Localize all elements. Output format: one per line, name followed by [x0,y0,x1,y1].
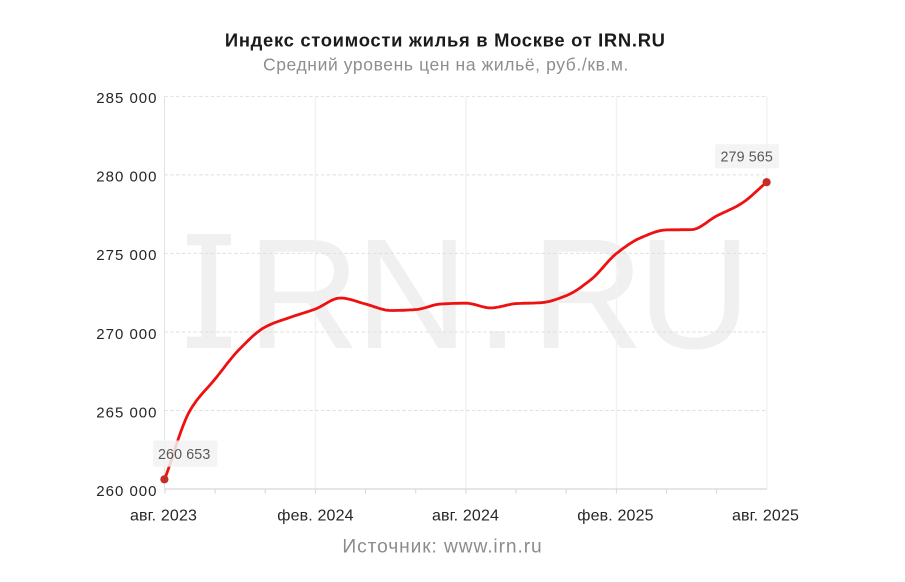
svg-text:R: R [531,207,644,382]
svg-text:фев. 2024: фев. 2024 [277,507,353,524]
svg-text:285 000: 285 000 [96,90,157,107]
svg-text:U: U [638,207,751,382]
svg-text:I: I [187,207,231,382]
svg-text:275 000: 275 000 [96,247,157,264]
svg-text:280 000: 280 000 [96,169,157,186]
svg-text:фев. 2025: фев. 2025 [577,507,653,524]
svg-text:260 653: 260 653 [158,447,210,463]
svg-text:авг. 2023: авг. 2023 [130,507,197,524]
svg-text:265 000: 265 000 [96,404,157,421]
svg-text:авг. 2024: авг. 2024 [432,507,499,524]
svg-text:Средний уровень цен на жильё,: Средний уровень цен на жильё, руб./кв.м. [263,54,629,74]
svg-text:Источник: www.irn.ru: Источник: www.irn.ru [342,537,542,558]
svg-text:279 565: 279 565 [721,150,773,166]
svg-text:Индекс стоимости жилья в Москв: Индекс стоимости жилья в Москве от IRN.R… [225,29,666,50]
svg-text:.: . [476,207,520,382]
svg-text:260 000: 260 000 [96,483,157,500]
svg-text:R: R [247,207,360,382]
svg-text:N: N [355,207,468,382]
svg-text:авг. 2025: авг. 2025 [732,507,799,524]
svg-text:270 000: 270 000 [96,326,157,343]
